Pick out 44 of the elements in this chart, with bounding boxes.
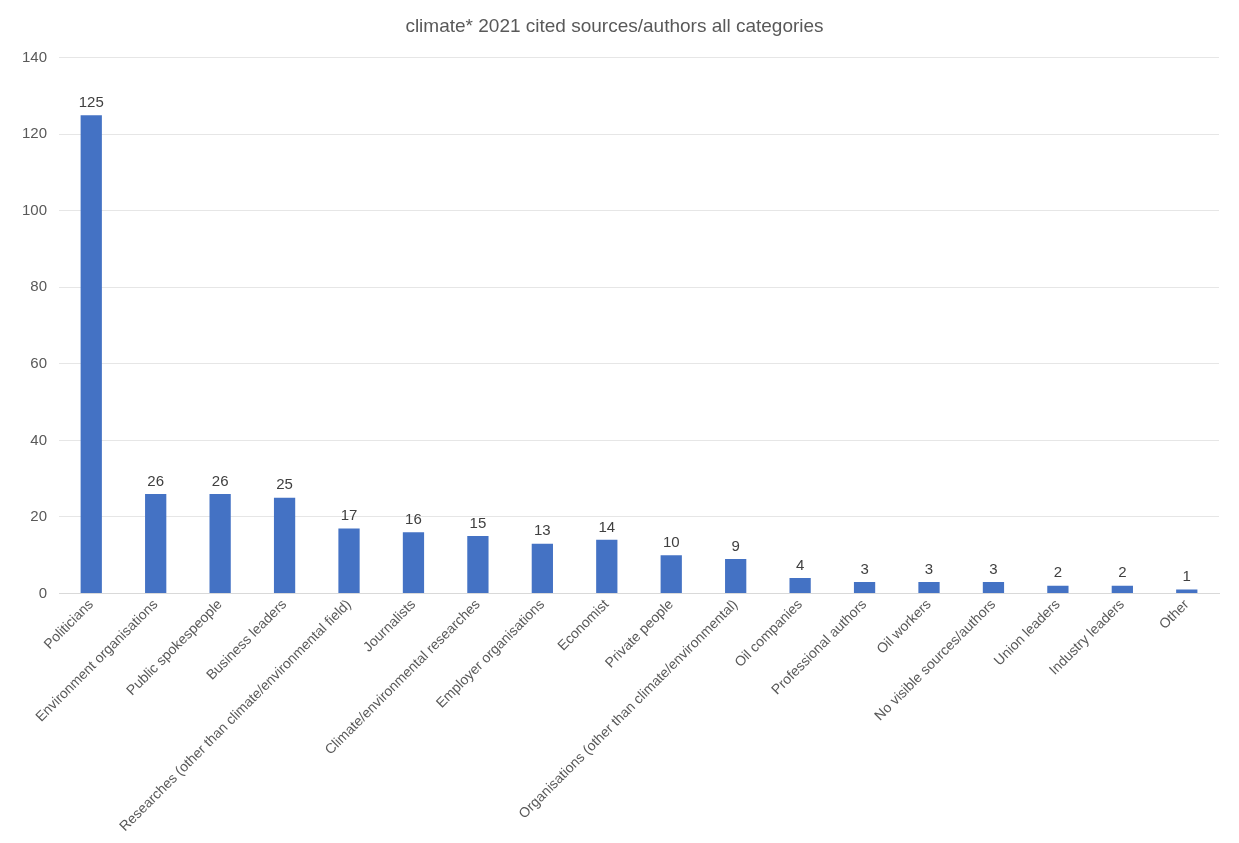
data-label: 1 (1182, 567, 1191, 585)
data-label: 2 (1053, 563, 1063, 581)
bar (789, 578, 811, 593)
y-tick-label: 140 (22, 47, 48, 65)
bar (982, 581, 1005, 593)
data-label: 10 (662, 532, 680, 550)
y-tick-label: 20 (30, 507, 48, 525)
bar (467, 536, 489, 593)
y-tick-label: 100 (22, 200, 48, 218)
bar (725, 558, 747, 593)
bar (338, 528, 360, 593)
bar (1111, 585, 1133, 593)
y-tick-label: 0 (38, 583, 48, 601)
data-label: 25 (276, 475, 293, 493)
data-label: 13 (534, 521, 551, 539)
data-label: 15 (469, 513, 487, 531)
data-label: 4 (795, 555, 805, 573)
y-tick-label: 40 (30, 430, 48, 448)
y-tick-label: 60 (30, 354, 48, 372)
chart-title: climate* 2021 cited sources/authors all categories (405, 14, 824, 36)
bar (596, 539, 618, 593)
bar (853, 581, 876, 593)
y-tick-label: 80 (30, 277, 48, 295)
bar (531, 543, 553, 593)
bar (402, 532, 425, 593)
data-label: 2 (1118, 563, 1127, 581)
bar (1047, 585, 1069, 593)
bar (273, 497, 296, 593)
bar (209, 493, 231, 593)
data-label: 3 (860, 559, 869, 577)
y-tick-label: 120 (22, 124, 48, 142)
data-label: 26 (211, 471, 229, 489)
bar (660, 555, 682, 593)
bar (145, 493, 167, 593)
data-label: 14 (598, 517, 616, 535)
data-label: 17 (340, 506, 358, 524)
data-label: 125 (78, 92, 104, 110)
bar (918, 581, 940, 593)
data-label: 3 (989, 559, 998, 577)
data-label: 9 (731, 536, 740, 554)
data-label: 3 (924, 559, 934, 577)
data-label: 16 (405, 509, 422, 527)
bar (80, 115, 102, 593)
data-label: 26 (147, 471, 165, 489)
